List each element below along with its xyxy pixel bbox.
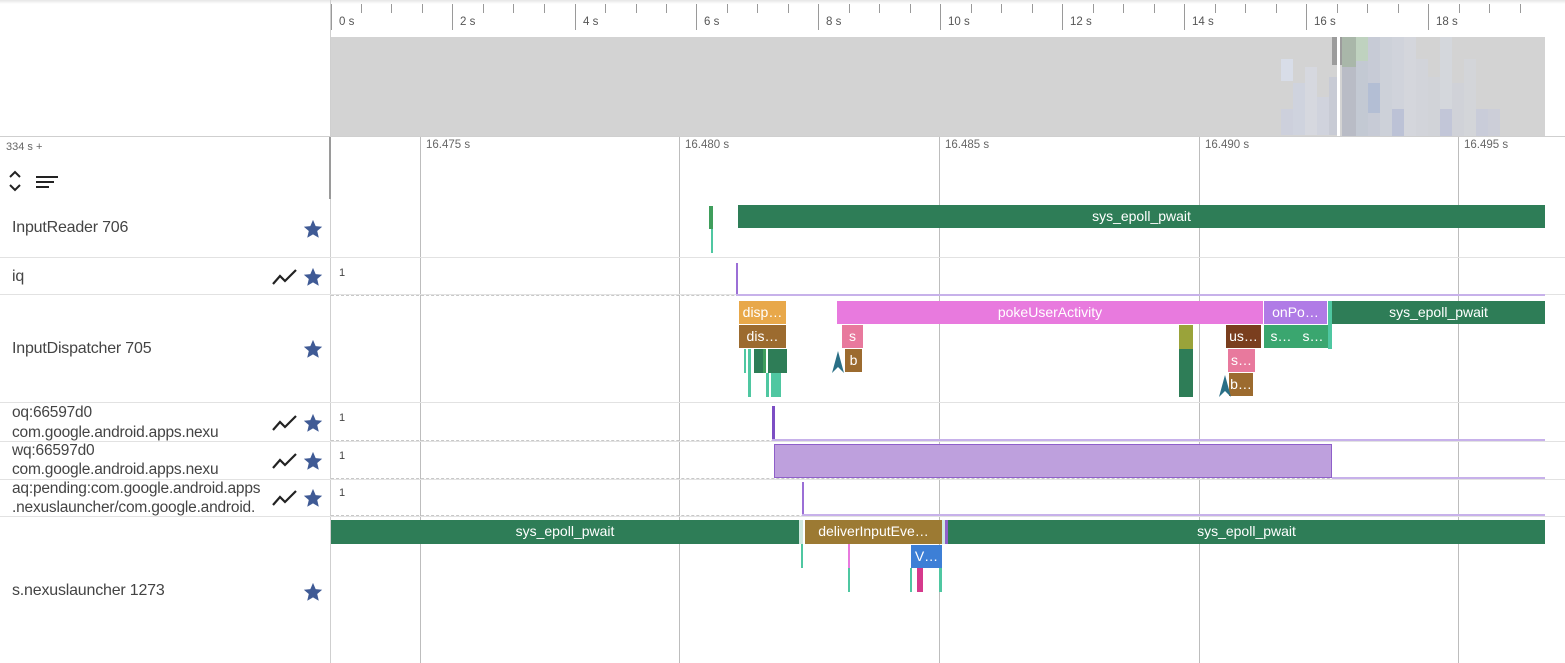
slice-dis[interactable]: dis… — [739, 325, 786, 348]
slice-poke-user-activity[interactable]: pokeUserActivity — [837, 301, 1263, 324]
track-label-line1: wq:66597d0 — [12, 442, 95, 459]
counter-max-label: 1 — [339, 487, 346, 499]
time-offset-label: 334 s + — [6, 141, 43, 153]
line-chart-icon[interactable] — [272, 267, 298, 287]
top-shadow — [0, 0, 1565, 4]
slice-s3[interactable]: s… — [1264, 325, 1298, 348]
slice-sys-epoll-pwait[interactable]: sys_epoll_pwait — [948, 520, 1545, 544]
overview-ruler[interactable]: 0 s 2 s 4 s 6 s 8 s 10 s 12 s 14 s 16 s … — [331, 0, 1545, 36]
detail-tick-label: 16.485 s — [945, 139, 990, 151]
star-icon[interactable] — [302, 218, 324, 240]
flow-arrow-icon — [1219, 375, 1231, 397]
overview-tick-label: 6 s — [704, 16, 720, 28]
track-label: InputDispatcher 705 — [12, 340, 152, 357]
track-label: s.nexuslauncher 1273 — [12, 582, 165, 599]
track-label: iq — [12, 268, 25, 285]
overview-tick-label: 14 s — [1192, 16, 1214, 28]
overview-tick-label: 12 s — [1070, 16, 1092, 28]
star-icon[interactable] — [302, 581, 324, 603]
slice-b2[interactable]: b… — [1229, 373, 1253, 396]
detail-tick-label: 16.480 s — [685, 139, 730, 151]
slice-disp[interactable]: disp… — [739, 301, 786, 324]
slice-sys-epoll-pwait[interactable]: sys_epoll_pwait — [331, 520, 799, 544]
slice-sys-epoll-pwait[interactable]: sys_epoll_pwait — [1332, 301, 1545, 324]
slice-v[interactable]: V… — [911, 545, 942, 568]
slice-sys-epoll-pwait[interactable]: sys_epoll_pwait — [738, 205, 1545, 228]
overview-tick-label: 4 s — [583, 16, 599, 28]
flow-arrow-icon — [832, 351, 844, 373]
track-label-line2: com.google.android.apps.nexu — [12, 461, 219, 478]
slice-s[interactable]: s — [842, 325, 863, 348]
overview-tick-label: 2 s — [460, 16, 476, 28]
overview-tick-label: 0 s — [339, 16, 355, 28]
overview-tick-label: 10 s — [948, 16, 970, 28]
detail-tick-label: 16.495 s — [1464, 139, 1509, 151]
slice-b[interactable]: b — [845, 349, 862, 372]
track-label-line1: aq:pending:com.google.android.apps — [12, 480, 261, 497]
slice-s2[interactable]: s… — [1228, 349, 1255, 372]
line-chart-icon[interactable] — [272, 451, 298, 471]
star-icon[interactable] — [302, 338, 324, 360]
counter-max-label: 1 — [339, 412, 346, 424]
expand-collapse-icon[interactable] — [6, 168, 24, 194]
track-label-line2: com.google.android.apps.nexu — [12, 424, 219, 441]
slice-deliver-input-event[interactable]: deliverInputEve… — [805, 520, 942, 544]
detail-tick-label: 16.490 s — [1205, 139, 1250, 151]
track-label-line1: oq:66597d0 — [12, 404, 92, 421]
slice-us[interactable]: us… — [1226, 325, 1261, 348]
overview-tick-label: 8 s — [826, 16, 842, 28]
slice-s4[interactable]: s… — [1298, 325, 1328, 348]
star-icon[interactable] — [302, 450, 324, 472]
track-label: InputReader 706 — [12, 219, 129, 236]
line-chart-icon[interactable] — [272, 413, 298, 433]
overview-tick-label: 18 s — [1436, 16, 1458, 28]
star-icon[interactable] — [302, 487, 324, 509]
overview-timeline-track[interactable] — [331, 37, 1545, 136]
star-icon[interactable] — [302, 266, 324, 288]
line-chart-icon[interactable] — [272, 488, 298, 508]
slice-onpo[interactable]: onPo… — [1264, 301, 1327, 324]
counter-max-label: 1 — [339, 450, 346, 462]
star-icon[interactable] — [302, 412, 324, 434]
track-label-line2: .nexuslauncher/com.google.android. — [12, 499, 256, 516]
overview-tick-label: 16 s — [1314, 16, 1336, 28]
sort-lines-icon[interactable] — [34, 174, 60, 190]
counter-max-label: 1 — [339, 267, 346, 279]
detail-tick-label: 16.475 s — [426, 139, 471, 151]
